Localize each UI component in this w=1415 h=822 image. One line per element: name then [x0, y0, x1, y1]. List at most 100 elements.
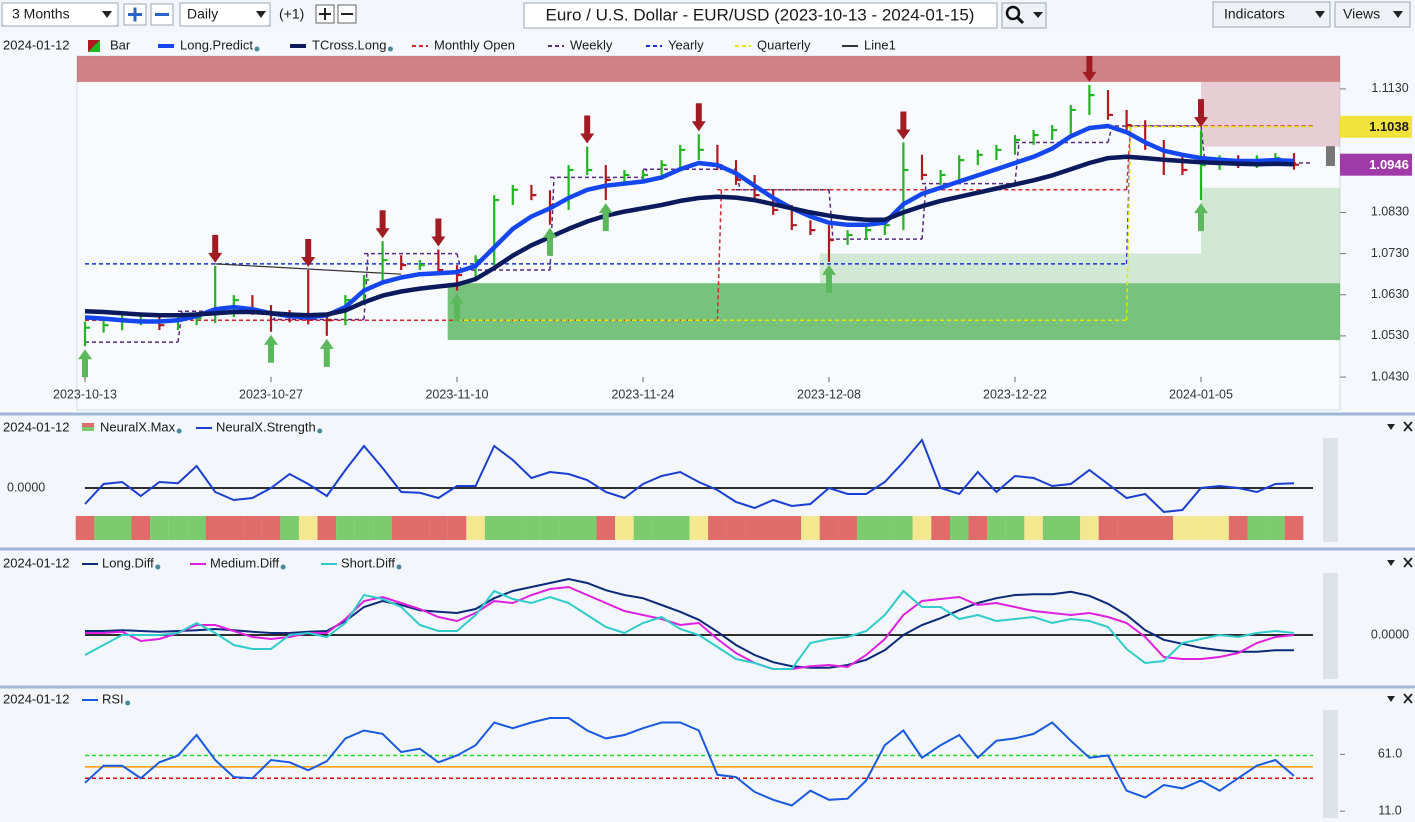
dropdown-arrow: [1315, 11, 1325, 18]
price-bar: [102, 320, 109, 333]
price-bar: [679, 144, 686, 171]
indicators-button[interactable]: [1212, 1, 1331, 28]
x-tick-label: 2023-11-10: [425, 387, 488, 401]
neural-max-cell: [280, 516, 299, 540]
interval-select[interactable]: [179, 2, 271, 27]
neural-max-cell: [782, 516, 802, 540]
scroll-strip: [1323, 710, 1338, 818]
offset-text: (+1): [279, 6, 304, 22]
price-bar: [902, 142, 909, 231]
legend-label: Medium.Diff: [210, 555, 280, 570]
y-tick-label: 1.0730: [1371, 246, 1409, 260]
neural-max-cell: [1266, 516, 1285, 540]
indicator-line: [85, 585, 1295, 670]
price-bar: [865, 225, 872, 240]
sell-arrow: [1194, 99, 1208, 128]
price-bar: [641, 170, 648, 180]
neural-max-cell: [187, 516, 206, 540]
neural-max-cell: [540, 516, 560, 540]
legend-label: Quarterly: [757, 37, 811, 52]
period-select[interactable]: [1, 2, 119, 27]
legend-icon: [82, 427, 94, 431]
indicator-line: [84, 154, 1295, 318]
y-tick-label: 1.0530: [1371, 328, 1409, 342]
scroll-strip: [1323, 438, 1338, 542]
price-zone: [1201, 81, 1340, 147]
price-bar: [1181, 155, 1188, 175]
neural-max-cell: [1210, 516, 1229, 540]
price-bar: [1088, 84, 1095, 115]
neural-max-cell: [633, 516, 653, 540]
views-button[interactable]: [1334, 1, 1411, 28]
period-text: 3 Months: [12, 6, 70, 22]
buy-arrow: [1194, 203, 1208, 232]
price-bar: [1106, 90, 1113, 120]
legend-label: NeuralX.Max: [100, 419, 176, 434]
overlay-layer: 2023-10-13 2023-10-27 2023-11-10 2023-11-24…: [7, 37, 1412, 817]
neural-max-cell: [689, 516, 709, 540]
neural-max-cell: [801, 516, 820, 540]
legend-label: TCross.Long: [312, 37, 386, 52]
price-bar: [939, 170, 946, 185]
price-bar: [437, 249, 444, 275]
legend-settings-dot: [155, 564, 161, 570]
neural-max-cell: [1061, 516, 1081, 540]
trend-line: [215, 263, 402, 275]
neural-max-cell: [373, 516, 392, 540]
neural-max-cell: [261, 516, 281, 540]
level-step: [716, 189, 723, 321]
sell-arrow: [896, 111, 911, 140]
sell-arrow: [208, 234, 223, 263]
price-zone: [819, 253, 1340, 284]
neural-max-cell: [819, 516, 839, 540]
legend-settings-dot: [125, 700, 131, 706]
search-icon: [1015, 15, 1025, 25]
neural-max-cell: [838, 516, 857, 540]
legend-label: Long.Diff: [102, 555, 154, 570]
y-tick-label: 1.0430: [1371, 369, 1409, 383]
buy-arrow: [450, 293, 464, 322]
panel-controls: [1387, 421, 1413, 704]
neural-max-cell: [94, 516, 113, 540]
price-zone: [447, 283, 1340, 341]
neural-max-cell: [1042, 516, 1062, 540]
x-tick-label: 2023-12-22: [983, 387, 1047, 401]
neural-max-cell: [243, 516, 262, 540]
price-bar: [920, 154, 927, 180]
neural-max-cell: [1117, 516, 1136, 540]
x-tick-label: 2024-01-05: [1169, 387, 1233, 401]
neural-max-cell: [112, 516, 132, 540]
sell-arrow: [301, 239, 316, 268]
neural-max-cell: [1080, 516, 1099, 540]
legend-label: Line1: [864, 37, 896, 52]
panel-date: 2024-01-12: [3, 37, 70, 52]
level-step: [456, 253, 462, 271]
legend-settings-dot: [396, 564, 402, 570]
neural-max-cell: [596, 516, 616, 540]
price-bar: [1032, 130, 1039, 145]
dropdown-arrow: [256, 11, 266, 18]
price-bar: [567, 165, 574, 210]
legend-label: RSI: [102, 691, 124, 706]
price-bar: [381, 241, 388, 285]
price-bar: [1013, 135, 1020, 155]
x-tick-label: 2023-10-13: [53, 387, 117, 401]
neural-max-cell: [987, 516, 1006, 540]
x-tick-label: 2023-12-08: [797, 387, 861, 401]
legend-label: Monthly Open: [434, 37, 515, 52]
symbol-box[interactable]: [523, 2, 998, 29]
buy-arrow: [78, 349, 92, 378]
neural-max-cell: [447, 516, 467, 540]
search-icon: [1005, 5, 1021, 21]
neural-max-cell: [410, 516, 430, 540]
y-tick-label: 0.0000: [1371, 627, 1409, 641]
indicator-line: [84, 717, 1295, 807]
price-bar: [1292, 153, 1299, 170]
y-tick-label: 1.1130: [1371, 81, 1408, 95]
panel-date: 2024-01-12: [3, 555, 70, 570]
interval-text: Daily: [187, 6, 218, 22]
price-zone: [77, 56, 1340, 82]
neural-max-cell: [763, 516, 783, 540]
neural-max-cell: [577, 516, 597, 540]
legend-icon: [88, 40, 100, 52]
